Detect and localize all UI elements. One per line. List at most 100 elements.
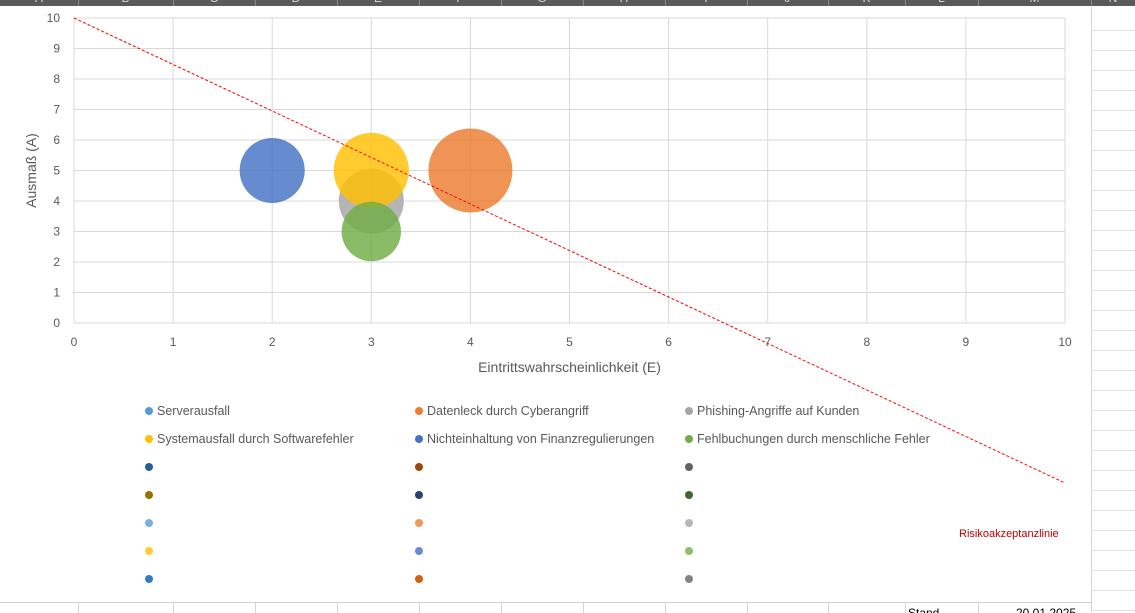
legend-item-empty xyxy=(145,487,157,503)
column-separator xyxy=(78,0,79,6)
x-tick-label: 3 xyxy=(368,335,375,349)
column-separator xyxy=(747,603,748,613)
row-line xyxy=(1092,350,1135,351)
row-line xyxy=(1092,190,1135,191)
column-separator xyxy=(419,0,420,6)
row-line xyxy=(1092,330,1135,331)
x-tick-label: 8 xyxy=(863,335,870,349)
column-separator xyxy=(583,0,584,6)
chart-gridlines xyxy=(73,17,1066,324)
column-header-j[interactable]: J xyxy=(785,0,791,5)
spreadsheet-grid-bottom: Stand 20.01.2025 xyxy=(0,602,1091,613)
legend-label: Fehlbuchungen durch menschliche Fehler xyxy=(697,432,930,446)
column-separator xyxy=(501,0,502,6)
column-separator xyxy=(419,603,420,613)
legend-marker xyxy=(415,463,423,471)
y-tick-label: 1 xyxy=(53,286,60,300)
legend-marker xyxy=(415,519,423,527)
legend-marker xyxy=(415,407,423,415)
x-tick-label: 0 xyxy=(71,335,78,349)
row-line xyxy=(1092,210,1135,211)
chart-bubbles xyxy=(239,128,513,262)
column-header-c[interactable]: C xyxy=(210,0,219,5)
column-separator xyxy=(1091,0,1092,6)
row-line xyxy=(1092,550,1135,551)
y-tick-label: 6 xyxy=(53,133,60,147)
spreadsheet-column-header: A B C D E F G H I J K L M N xyxy=(0,0,1135,6)
column-header-g[interactable]: G xyxy=(537,0,546,5)
y-axis-title: Ausmaß (A) xyxy=(23,133,39,208)
legend-marker xyxy=(685,491,693,499)
column-header-b[interactable]: B xyxy=(121,0,129,5)
column-header-d[interactable]: D xyxy=(292,0,301,5)
y-tick-label: 10 xyxy=(47,11,61,25)
legend-item-empty xyxy=(145,515,157,531)
row-line xyxy=(1092,570,1135,571)
footer-label-cell[interactable]: Stand xyxy=(908,606,940,613)
risk-line-label: Risikoakzeptanzlinie xyxy=(959,528,1059,540)
chart-tick-labels: 0 1 2 3 4 5 6 7 8 9 10 0 1 2 3 4 5 6 7 8 9 10 xyxy=(47,11,1072,349)
y-tick-label: 9 xyxy=(53,42,60,56)
legend-item-empty xyxy=(415,571,427,587)
legend-marker xyxy=(145,491,153,499)
column-separator xyxy=(78,603,79,613)
column-header-e[interactable]: E xyxy=(374,0,382,5)
column-separator xyxy=(978,603,979,613)
legend-item-empty xyxy=(685,459,697,475)
legend-item-empty xyxy=(685,543,697,559)
column-separator xyxy=(747,0,748,6)
y-tick-label: 7 xyxy=(53,103,60,117)
legend-item-empty xyxy=(685,487,697,503)
column-separator xyxy=(337,603,338,613)
x-tick-label: 4 xyxy=(467,335,474,349)
legend-item: Fehlbuchungen durch menschliche Fehler xyxy=(685,431,930,447)
y-tick-label: 2 xyxy=(53,255,60,269)
legend-marker xyxy=(415,575,423,583)
y-tick-label: 0 xyxy=(53,316,60,330)
legend-marker xyxy=(685,435,693,443)
row-line xyxy=(1092,130,1135,131)
legend-item: Serverausfall xyxy=(145,403,230,419)
legend-marker xyxy=(415,435,423,443)
column-separator xyxy=(978,0,979,6)
legend-item: Nichteinhaltung von Finanzregulierungen xyxy=(415,431,654,447)
row-line xyxy=(1092,70,1135,71)
column-header-n[interactable]: N xyxy=(1109,0,1118,5)
x-tick-label: 10 xyxy=(1058,335,1072,349)
legend-item-empty xyxy=(145,459,157,475)
bubble-chart: 0 1 2 3 4 5 6 7 8 9 10 0 1 2 3 4 5 6 7 8 9 10 Eintrittswahrsc… xyxy=(23,11,1072,484)
column-separator xyxy=(255,0,256,6)
bubble-fehlbuchungen-durch-menschliche-fehler xyxy=(341,201,401,262)
row-line xyxy=(1092,50,1135,51)
row-line xyxy=(1092,470,1135,471)
column-header-m[interactable]: M xyxy=(1030,0,1040,5)
row-line xyxy=(1092,270,1135,271)
column-separator xyxy=(665,603,666,613)
column-header-l[interactable]: L xyxy=(938,0,945,5)
column-header-f[interactable]: F xyxy=(456,0,463,5)
x-tick-label: 5 xyxy=(566,335,573,349)
x-tick-label: 9 xyxy=(963,335,970,349)
row-line xyxy=(1092,170,1135,171)
legend-marker xyxy=(145,519,153,527)
row-line xyxy=(1092,490,1135,491)
column-separator xyxy=(255,603,256,613)
footer-date-cell[interactable]: 20.01.2025 xyxy=(1016,606,1077,613)
column-separator xyxy=(828,0,829,6)
x-tick-label: 1 xyxy=(170,335,177,349)
column-separator xyxy=(905,603,906,613)
column-header-k[interactable]: K xyxy=(862,0,870,5)
column-separator xyxy=(337,0,338,6)
column-separator xyxy=(501,603,502,613)
legend-item: Datenleck durch Cyberangriff xyxy=(415,403,589,419)
column-header-a[interactable]: A xyxy=(35,0,43,5)
legend-marker xyxy=(685,463,693,471)
legend-label: Serverausfall xyxy=(157,404,230,418)
column-header-i[interactable]: I xyxy=(704,0,707,5)
risk-acceptance-line xyxy=(73,17,1066,484)
legend-marker xyxy=(145,575,153,583)
column-header-h[interactable]: H xyxy=(620,0,629,5)
legend-item-empty xyxy=(145,571,157,587)
legend-item: Systemausfall durch Softwarefehler xyxy=(145,431,354,447)
column-separator xyxy=(828,603,829,613)
